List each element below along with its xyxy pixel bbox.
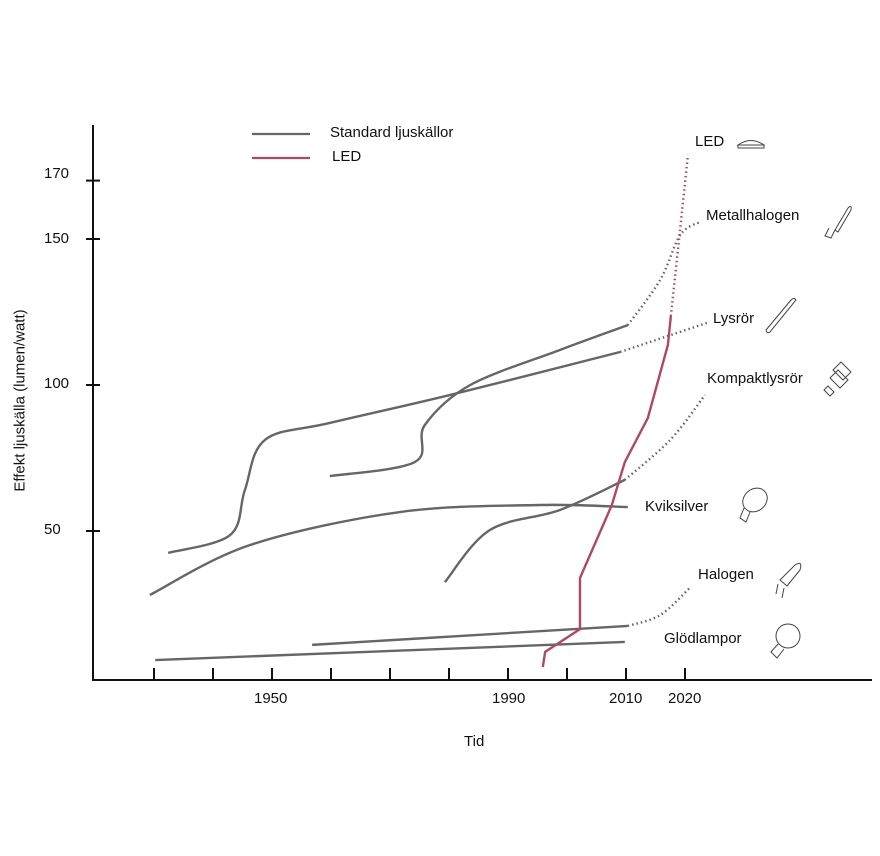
series-projection-kompaktlysr-r [624,394,707,481]
y-tick-label: 150 [44,230,70,247]
series-line-halogen [312,624,628,647]
compact-fluorescent-icon [823,361,852,397]
x-tick-label: 1990 [492,690,526,707]
series-projection-metallhalogen [626,221,701,326]
x-tick-label: 2010 [609,690,643,707]
legend-label-led: LED [332,148,362,165]
annotation-halogen: Halogen [698,566,754,583]
y-axis-label: Effekt ljuskälla (lumen/watt) [11,309,29,492]
metal-halide-lamp-icon [824,205,852,239]
mercury-lamp-icon [739,487,768,523]
series-line-lysr-r [167,350,621,555]
halogen-lamp-icon [775,562,802,599]
x-tick-label: 1950 [254,690,288,707]
annotation-kviksilver: Kviksilver [645,498,709,515]
y-tick-label: 170 [44,165,70,182]
series-projection-led [669,154,690,317]
led-lamp-icon [736,140,766,149]
annotation-metallhalogen: Metallhalogen [706,207,800,224]
x-axis-label: Tid [464,733,485,750]
series-line-metallhalogen [329,324,629,478]
series-projection-lysr-r [619,320,711,354]
fluorescent-tube-icon [765,298,797,334]
y-tick-label: 100 [44,375,70,392]
x-tick-label: 2020 [668,690,702,707]
series-line-kviksilver [149,503,628,597]
legend-label-standard: Standard ljuskällor [330,124,454,141]
series-line-kompaktlysr-r [443,478,626,583]
legend [252,132,310,160]
annotation-kompaktlysror: Kompaktlysrör [707,370,803,387]
incandescent-bulb-icon [770,623,801,659]
y-tick-label: 50 [44,521,61,538]
series-line-gl-dlampor [155,640,625,662]
annotation-glodlampor: Glödlampor [664,630,742,647]
annotation-led: LED [695,133,725,150]
series-projection-halogen [627,587,691,628]
series-line-led [541,315,673,668]
annotation-lysror: Lysrör [713,310,755,327]
